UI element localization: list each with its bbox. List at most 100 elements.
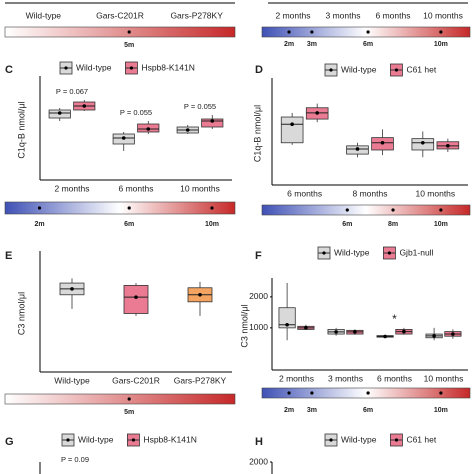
x-tick-label: 2 months bbox=[279, 373, 314, 383]
median-dot bbox=[290, 122, 294, 127]
panel-label: C bbox=[5, 64, 13, 76]
timeline-dot bbox=[127, 397, 131, 401]
median-dot bbox=[146, 127, 151, 131]
panel-label: D bbox=[255, 64, 263, 76]
legend-dot bbox=[394, 68, 399, 72]
x-tick-label: 6 months bbox=[119, 183, 154, 193]
x-tick-label: 10 months bbox=[423, 10, 463, 20]
y-tick-label: 2000 bbox=[249, 456, 268, 466]
x-tick-label: 2 months bbox=[55, 183, 90, 193]
timeline-label: 5m bbox=[124, 409, 134, 416]
legend-label: Wild-type bbox=[341, 434, 377, 444]
legend-label: Wild-type bbox=[334, 247, 370, 257]
y-tick-label: 1000 bbox=[249, 322, 268, 332]
legend-dot bbox=[387, 251, 392, 255]
timeline-dot bbox=[287, 391, 291, 395]
timeline-bar bbox=[261, 387, 471, 399]
median-dot bbox=[304, 326, 308, 330]
box bbox=[201, 118, 224, 128]
annotation: P = 0.055 bbox=[184, 102, 216, 111]
median-dot bbox=[57, 111, 62, 115]
timeline-dot bbox=[287, 30, 291, 34]
median-dot bbox=[355, 147, 360, 151]
timeline-bar bbox=[4, 393, 236, 405]
y-axis-label: C3 nmol/μl bbox=[16, 292, 26, 335]
y-tick-label: 2000 bbox=[249, 291, 268, 301]
median-dot bbox=[451, 332, 455, 336]
x-tick-label: 3 months bbox=[328, 373, 363, 383]
timeline-dot bbox=[366, 30, 370, 34]
x-tick-label: 6 months bbox=[287, 188, 322, 198]
timeline-label: 6m bbox=[363, 41, 373, 48]
timeline-label: 10m bbox=[434, 407, 448, 414]
y-axis-label: C1q-B nmol/μl bbox=[16, 101, 26, 158]
median-dot bbox=[70, 287, 74, 291]
median-dot bbox=[446, 144, 450, 148]
x-tick-label: 3 months bbox=[326, 10, 361, 20]
legend-dot bbox=[322, 251, 326, 255]
legend-label: Wild-type bbox=[78, 434, 114, 444]
timeline-label: 10m bbox=[205, 221, 219, 228]
x-tick-label: 10 months bbox=[180, 183, 220, 193]
x-tick-label: Gars-C201R bbox=[96, 10, 144, 20]
x-tick-label: 2 months bbox=[276, 10, 311, 20]
median-dot bbox=[185, 128, 190, 132]
legend-label: Wild-type bbox=[76, 62, 112, 72]
legend-label: Hspb8-K141N bbox=[141, 62, 194, 72]
median-dot bbox=[285, 322, 289, 327]
x-tick-label: 6 months bbox=[376, 10, 411, 20]
median-dot bbox=[334, 330, 338, 334]
median-dot bbox=[353, 330, 357, 334]
timeline-dot bbox=[310, 30, 314, 34]
panel-label: H bbox=[255, 436, 263, 448]
x-tick-label: 6 months bbox=[377, 373, 412, 383]
timeline-dot bbox=[310, 391, 314, 395]
median-dot bbox=[432, 334, 436, 338]
x-tick-label: Gars-C201R bbox=[112, 375, 160, 385]
timeline-label: 3m bbox=[307, 41, 317, 48]
annotation: * bbox=[392, 312, 397, 326]
x-tick-label: 10 months bbox=[424, 373, 464, 383]
annotation: P = 0.055 bbox=[120, 108, 152, 117]
x-tick-label: 10 months bbox=[415, 188, 455, 198]
timeline-dot bbox=[127, 206, 131, 210]
x-tick-label: Gars-P278KY bbox=[170, 10, 223, 20]
median-dot bbox=[121, 136, 126, 140]
median-dot bbox=[82, 104, 87, 108]
panel-label: F bbox=[255, 250, 262, 262]
legend-dot bbox=[394, 438, 399, 442]
x-tick-label: Wild-type bbox=[54, 375, 90, 385]
legend-dot bbox=[131, 438, 136, 442]
legend-label: Wild-type bbox=[341, 64, 377, 74]
legend-label: C61 het bbox=[406, 434, 436, 444]
legend-label: Hspb8-K141N bbox=[143, 434, 196, 444]
x-tick-label: 8 months bbox=[353, 188, 388, 198]
median-dot bbox=[383, 334, 387, 339]
timeline-label: 2m bbox=[284, 41, 294, 48]
box bbox=[278, 307, 296, 329]
median-dot bbox=[380, 140, 385, 145]
timeline-label: 10m bbox=[434, 41, 448, 48]
timeline-bar bbox=[4, 26, 236, 38]
legend-label: Gjb1-null bbox=[399, 247, 433, 257]
timeline-dot bbox=[345, 208, 349, 212]
timeline-label: 6m bbox=[342, 221, 352, 228]
panel-label: G bbox=[5, 436, 14, 448]
median-dot bbox=[198, 292, 202, 297]
timeline-label: 2m bbox=[34, 221, 44, 228]
legend-dot bbox=[66, 438, 70, 442]
legend-dot bbox=[64, 66, 68, 70]
legend-dot bbox=[329, 68, 333, 72]
timeline-dot bbox=[439, 391, 443, 395]
median-dot bbox=[421, 140, 425, 145]
median-dot bbox=[315, 111, 319, 115]
y-axis-label: C1q-B nmol/μl bbox=[252, 105, 262, 162]
legend-dot bbox=[129, 66, 134, 70]
legend-label: C61 het bbox=[406, 64, 436, 74]
timeline-label: 3m bbox=[307, 407, 317, 414]
timeline-dot bbox=[37, 206, 42, 210]
annotation: P = 0.067 bbox=[56, 87, 88, 96]
timeline-label: 6m bbox=[124, 221, 134, 228]
timeline-label: 5m bbox=[124, 42, 134, 49]
